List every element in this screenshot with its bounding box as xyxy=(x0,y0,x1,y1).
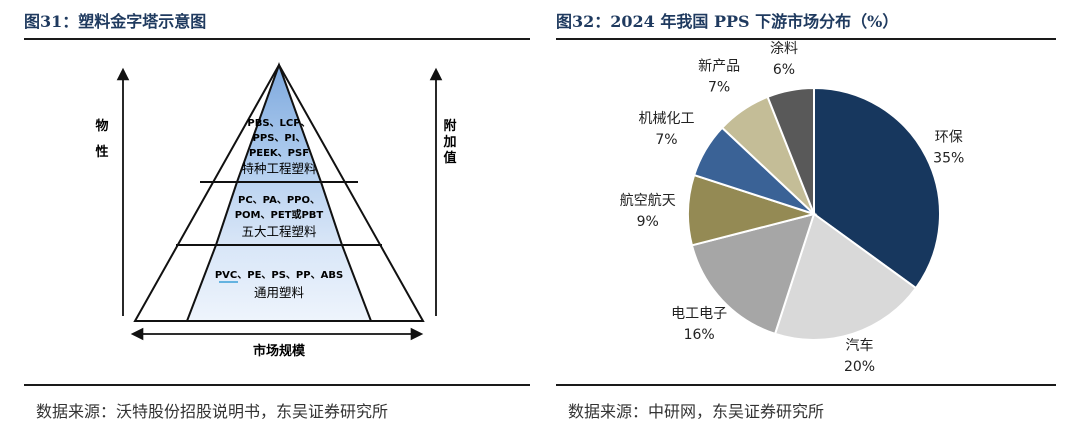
left-axis-char-2: 性 xyxy=(95,144,108,160)
bottom-rule xyxy=(556,384,1056,386)
pie-slice-value: 35% xyxy=(933,150,964,166)
bottom-rule xyxy=(24,384,530,386)
tier3-line1: PVC、PE、PS、PP、ABS xyxy=(215,270,343,281)
pie-slice-label: 环保 xyxy=(935,129,963,145)
tier1-name: 特种工程塑料 xyxy=(241,161,317,176)
pie-slice-value: 6% xyxy=(773,62,795,78)
right-axis-char-1: 附 xyxy=(443,118,456,134)
tier1-line2: PPS、PI、 xyxy=(253,133,306,144)
pie-slice-label: 汽车 xyxy=(846,337,874,354)
pyramid-panel: 图31：塑料金字塔示意图 xyxy=(24,0,530,436)
tier2-line1: PC、PA、PPO、 xyxy=(238,195,320,206)
pie-slice-label: 电工电子 xyxy=(671,306,727,322)
pyramid-source: 数据来源：沃特股份招股说明书，东吴证券研究所 xyxy=(36,402,389,421)
pie-slice-value: 7% xyxy=(655,132,677,148)
pie-panel: 图32：2024 年我国 PPS 下游市场分布（%） 环保 35% 汽车 20% 电工电… xyxy=(556,0,1056,436)
right-axis-char-2: 加 xyxy=(442,135,456,150)
pie-slice-value: 7% xyxy=(708,79,730,95)
pyramid-diagram: PBS、LCP、 PPS、PI、 PEEK、PSF 特种工程塑料 PC、PA、P… xyxy=(95,62,457,359)
pyramid-figure-title: 图31：塑料金字塔示意图 xyxy=(24,12,207,31)
pie-slice xyxy=(813,86,941,290)
tier3-name: 通用塑料 xyxy=(254,285,305,300)
pie-slice-label: 机械化工 xyxy=(639,111,695,127)
pie-slice xyxy=(773,212,918,341)
pyramid-tier-bottom xyxy=(185,244,373,322)
tier1-line1: PBS、LCP、 xyxy=(247,118,310,129)
pie-slice-value: 20% xyxy=(844,359,875,375)
pie-chart: 环保 35% 汽车 20% 电工电子 16% 航空航天 9% 机械化工 7% 新产品 7% 涂料 6% xyxy=(620,41,965,375)
pie-slice-label: 航空航天 xyxy=(620,193,676,209)
top-rule xyxy=(556,38,1056,40)
pie-slice-value: 9% xyxy=(637,214,659,230)
bottom-axis-label: 市场规模 xyxy=(253,343,306,359)
pie-slice xyxy=(766,86,815,215)
tier2-line2: POM、PET或PBT xyxy=(235,208,324,221)
tier1-line3: PEEK、PSF xyxy=(249,148,309,159)
top-rule xyxy=(24,38,530,40)
pyramid-outline xyxy=(133,62,425,322)
pie-slice-label: 新产品 xyxy=(698,58,740,74)
left-axis-char-1: 物 xyxy=(95,118,108,134)
pie-slice-value: 16% xyxy=(684,327,715,343)
pie-slice-label: 涂料 xyxy=(770,41,798,57)
tier2-name: 五大工程塑料 xyxy=(241,224,317,239)
pie-source: 数据来源：中研网，东吴证券研究所 xyxy=(568,402,825,421)
right-axis-char-3: 值 xyxy=(443,150,456,166)
pie-slice xyxy=(690,212,816,336)
pie-figure-title: 图32：2024 年我国 PPS 下游市场分布（%） xyxy=(556,12,899,31)
